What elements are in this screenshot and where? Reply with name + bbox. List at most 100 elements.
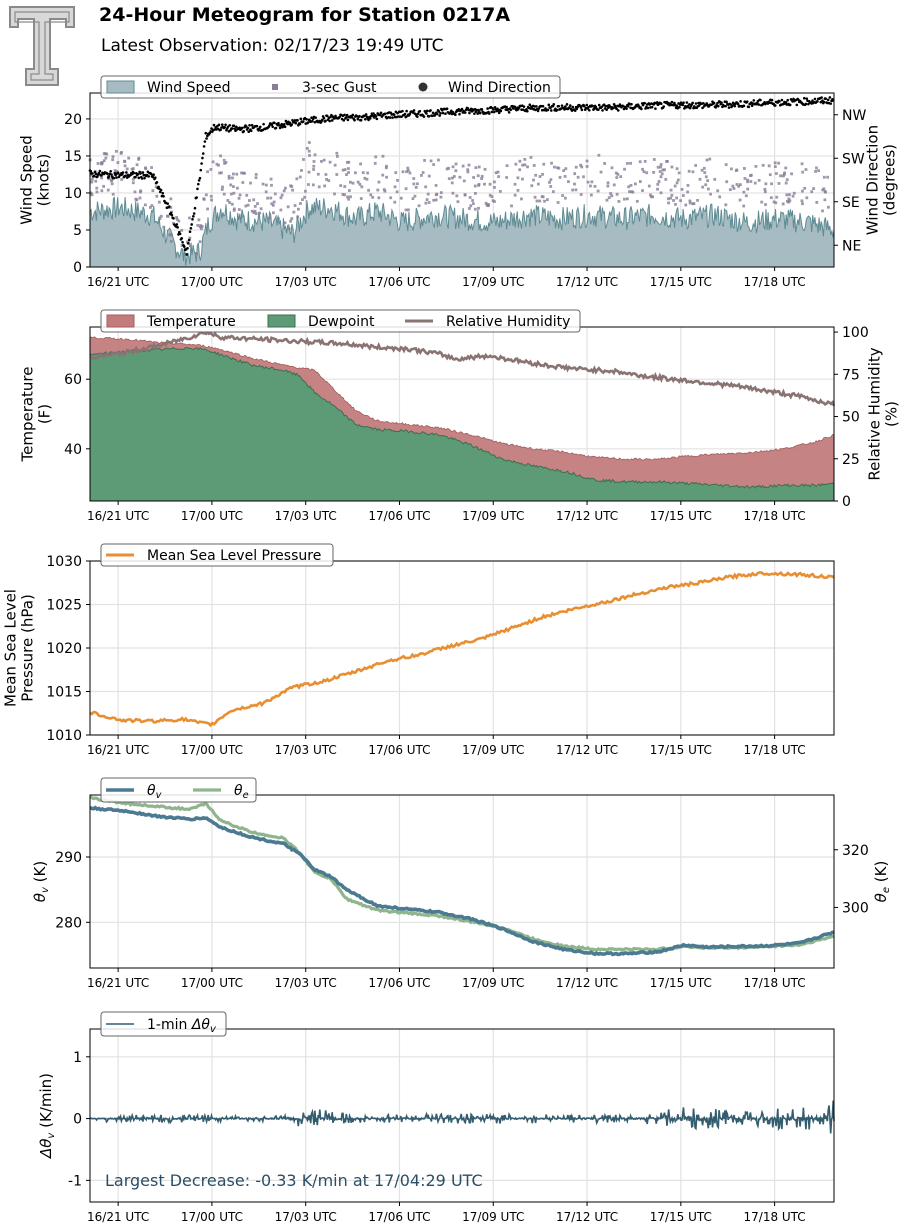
wind-direction-point: [697, 104, 701, 107]
legend-box: [100, 1011, 227, 1037]
wind-direction-point: [437, 110, 441, 113]
wind-direction-point: [152, 173, 155, 176]
wind-speed-area: [90, 197, 834, 267]
gust-point: [788, 193, 791, 197]
gust-point: [244, 204, 248, 208]
legend-label-direction: Wind Direction: [448, 80, 551, 96]
y2-axis-label-line: Wind Direction: [864, 125, 882, 235]
legend-label-theta-e-base: θ: [234, 783, 243, 799]
gust-point: [198, 240, 202, 244]
gust-point: [725, 180, 729, 184]
gust-point: [286, 205, 290, 209]
gust-point: [561, 194, 564, 197]
gust-point: [320, 160, 323, 163]
gust-point: [514, 162, 518, 166]
gust-point: [691, 170, 695, 174]
x-tick-label: 16/21 UTC: [87, 509, 149, 523]
gust-point: [532, 164, 536, 167]
wind-direction-point: [342, 119, 346, 122]
gust-point: [675, 181, 679, 185]
wind-direction-point: [262, 122, 265, 126]
gust-point: [389, 196, 393, 200]
y-axis-label-symbol: Δθ: [37, 1139, 55, 1159]
wind-direction-point: [716, 101, 719, 105]
wind-direction-point: [364, 113, 368, 116]
gust-point: [474, 166, 478, 170]
gust-point: [775, 195, 779, 199]
wind-direction-point: [460, 107, 464, 111]
gust-point: [477, 182, 481, 186]
wind-direction-point: [91, 172, 94, 175]
wind-direction-point: [727, 106, 731, 109]
gust-point: [543, 199, 546, 203]
gust-point: [229, 192, 233, 196]
gust-point: [363, 176, 367, 180]
gust-point: [282, 189, 286, 193]
wind-direction-point: [630, 102, 633, 106]
wind-direction-point: [493, 106, 497, 109]
wind-direction-point: [374, 114, 378, 118]
wind-direction-point: [795, 103, 799, 107]
wind-direction-point: [750, 104, 754, 108]
wind-direction-point: [681, 103, 685, 107]
gust-point: [135, 163, 139, 167]
gust-point: [564, 167, 568, 171]
wind-direction-point: [244, 125, 248, 128]
wind-direction-point: [92, 174, 96, 178]
x-tick-label: 17/18 UTC: [744, 976, 806, 990]
wind-direction-point: [509, 108, 513, 112]
wind-direction-point: [525, 107, 528, 111]
gust-point: [434, 198, 438, 202]
gust-point: [421, 171, 425, 174]
gust-point: [114, 149, 118, 153]
wind-direction-point: [233, 127, 236, 130]
gust-point: [348, 180, 352, 184]
wind-direction-point: [367, 118, 370, 122]
gust-point: [393, 185, 397, 189]
gust-point: [599, 170, 603, 174]
gust-point: [563, 196, 567, 200]
wind-direction-point: [240, 126, 244, 130]
wind-direction-point: [585, 103, 589, 107]
wind-direction-point: [212, 123, 216, 127]
gust-point: [169, 197, 173, 201]
wind-direction-point: [155, 180, 159, 184]
delta-theta-line: [89, 1100, 835, 1134]
wind-direction-point: [822, 100, 826, 104]
y-tick-label: 1010: [46, 728, 82, 744]
wind-direction-point: [774, 104, 777, 107]
gust-point: [579, 193, 583, 196]
y-tick-label: 1025: [46, 598, 82, 614]
wind-direction-point: [356, 117, 360, 121]
wind-direction-point: [546, 108, 550, 112]
gust-point: [589, 193, 593, 197]
gust-point: [307, 149, 311, 153]
wind-direction-point: [702, 101, 705, 105]
gust-point: [521, 163, 525, 167]
gust-point: [549, 178, 553, 182]
wind-direction-point: [187, 238, 191, 242]
wind-direction-point: [486, 107, 489, 110]
wind-direction-point: [522, 105, 526, 108]
wind-direction-point: [739, 100, 742, 103]
wind-direction-point: [490, 110, 494, 114]
wind-direction-point: [193, 206, 197, 210]
gust-point: [582, 175, 585, 179]
y-axis-label-sub: v: [46, 1132, 57, 1139]
gust-point: [188, 244, 192, 248]
gust-point: [202, 197, 206, 201]
gust-point: [724, 203, 728, 207]
wind-direction-point: [172, 217, 175, 220]
x-tick-label: 17/15 UTC: [650, 275, 712, 289]
gust-point: [603, 162, 607, 165]
y-axis-label-symbol: θ: [31, 893, 49, 902]
gust-point: [535, 199, 539, 203]
gust-point: [188, 236, 192, 240]
theta-v-line: [89, 805, 835, 957]
gust-point: [89, 173, 93, 177]
wind-direction-point: [425, 109, 429, 113]
gust-point: [100, 161, 104, 165]
wind-direction-point: [435, 112, 439, 116]
y-axis-label: Mean Sea LevelPressure (hPa): [2, 589, 37, 707]
gust-point: [272, 200, 276, 204]
